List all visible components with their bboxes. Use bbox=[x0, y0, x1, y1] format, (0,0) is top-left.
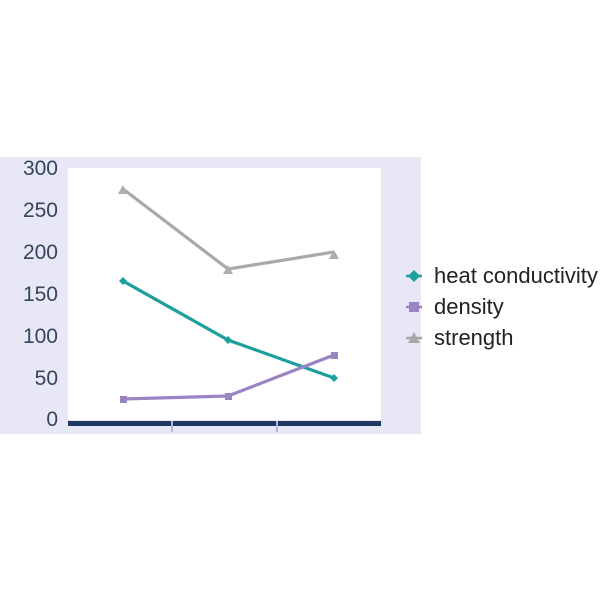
svg-text:50: 50 bbox=[35, 367, 58, 390]
svg-text:300: 300 bbox=[23, 157, 58, 180]
svg-text:0: 0 bbox=[46, 408, 58, 431]
svg-text:250: 250 bbox=[23, 199, 58, 222]
svg-text:200: 200 bbox=[23, 241, 58, 264]
svg-text:100: 100 bbox=[23, 325, 58, 348]
svg-text:150: 150 bbox=[23, 283, 58, 306]
